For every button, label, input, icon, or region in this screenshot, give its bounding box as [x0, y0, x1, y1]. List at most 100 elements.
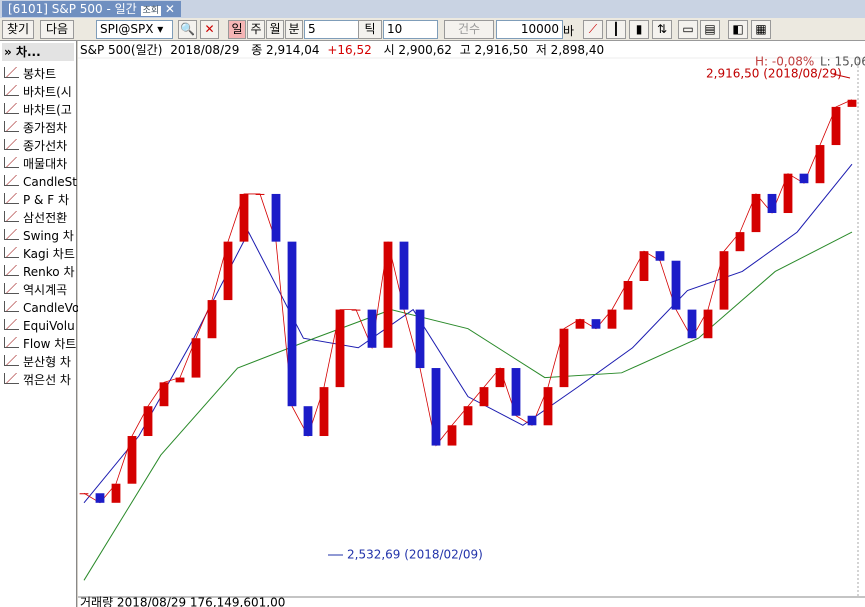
symbol-select[interactable]: SPI@SPX ▾: [96, 20, 173, 39]
period-button[interactable]: 주: [247, 20, 265, 39]
item-label: 꺾은선 차: [23, 373, 71, 387]
item-label: 역시계곡: [23, 283, 68, 297]
tool-button[interactable]: ▭: [678, 20, 698, 39]
header-name: S&P 500(일간): [80, 43, 162, 57]
tick-value: 10: [387, 22, 403, 36]
sidebar-item[interactable]: P & F 차: [4, 191, 69, 209]
sidebar-item[interactable]: 종가선차: [4, 137, 67, 155]
min-label: 2,532,69 (2018/02/09): [347, 548, 483, 562]
candle: [415, 309, 425, 369]
candle: [287, 241, 297, 407]
window-tab[interactable]: [6101] S&P 500 - 일간 조회 ✕: [2, 1, 181, 17]
tool-button[interactable]: ◧: [728, 20, 748, 39]
chart-icon: [4, 175, 19, 186]
sidebar-item[interactable]: Kagi 차트: [4, 245, 75, 263]
item-label: EquiVolu: [23, 319, 75, 333]
chart-icon: [4, 103, 19, 114]
tick-button[interactable]: 틱: [358, 20, 382, 39]
tool-button[interactable]: ⇅: [652, 20, 672, 39]
sidebar-header[interactable]: » 차...: [2, 43, 74, 61]
candle: [351, 309, 361, 311]
sidebar-item[interactable]: Swing 차: [4, 227, 74, 245]
symbol: SPI@SPX: [100, 22, 154, 36]
tool-button[interactable]: ▤: [700, 20, 720, 39]
candle: [815, 145, 825, 184]
candle: [495, 368, 505, 388]
chart-icon: [4, 265, 19, 276]
chart-icon: [4, 229, 19, 240]
candle: [431, 368, 441, 446]
tab-badge[interactable]: 조회: [140, 6, 162, 16]
candle: [831, 106, 841, 146]
sidebar-item[interactable]: Flow 차트: [4, 335, 76, 353]
candle: [239, 193, 249, 242]
tool-button[interactable]: ⟋: [583, 20, 603, 39]
candle: [671, 260, 681, 310]
item-label: 종가점차: [23, 121, 68, 135]
sidebar-item[interactable]: 종가점차: [4, 119, 67, 137]
tool-button[interactable]: ┃: [606, 20, 626, 39]
candle: [703, 309, 713, 339]
max-label: 2,916,50 (2018/08/29): [706, 67, 842, 81]
candle: [319, 387, 329, 437]
candle: [175, 377, 185, 383]
chart: S&P 500(일간) 2018/08/29 종 2,914,04 +16,52…: [78, 41, 865, 607]
candle: [383, 241, 393, 348]
candle: [191, 338, 201, 378]
candle: [511, 368, 521, 416]
sidebar-item[interactable]: 역시계곡: [4, 281, 67, 299]
header-low: 저 2,898,40: [536, 43, 604, 57]
sidebar-item[interactable]: EquiVolu: [4, 317, 75, 335]
search-button[interactable]: 🔍: [178, 20, 197, 39]
candle: [575, 319, 585, 329]
next-button[interactable]: 다음: [40, 20, 74, 39]
item-label: 분산형 차: [23, 355, 71, 369]
chart-icon: [4, 301, 19, 312]
item-label: 바차트(고: [23, 103, 72, 117]
period-button[interactable]: 월: [266, 20, 284, 39]
sidebar-item[interactable]: Renko 차: [4, 263, 75, 281]
find-button[interactable]: 찾기: [2, 20, 34, 39]
item-label: CandleSt: [23, 175, 77, 189]
chart-icon: [4, 319, 19, 330]
minute-select[interactable]: 5: [304, 20, 359, 39]
candle: [127, 436, 137, 484]
sidebar-item[interactable]: 봉차트: [4, 65, 56, 83]
tool-button[interactable]: ▮: [629, 20, 649, 39]
candle: [79, 493, 89, 495]
candle: [95, 493, 105, 503]
sidebar-item[interactable]: 분산형 차: [4, 353, 71, 371]
period-button[interactable]: 분: [285, 20, 303, 39]
header-line: S&P 500(일간) 2018/08/29 종 2,914,04 +16,52…: [80, 43, 604, 57]
count-select[interactable]: 건수: [444, 20, 494, 39]
sidebar-item[interactable]: 삼선전환: [4, 209, 67, 227]
candle: [447, 425, 457, 446]
tick-select[interactable]: 10: [383, 20, 438, 39]
volume-label: 거래량 2018/08/29 176,149,601,00: [80, 596, 285, 607]
candle: [751, 193, 761, 233]
item-label: 매물대차: [23, 157, 68, 171]
chart-icon: [4, 355, 19, 366]
candle: [655, 251, 665, 261]
sidebar-item[interactable]: 바차트(고: [4, 101, 72, 119]
candle: [335, 309, 345, 388]
candle: [111, 483, 121, 503]
clear-button[interactable]: ✕: [200, 20, 219, 39]
period-button[interactable]: 일: [228, 20, 246, 39]
sidebar-item[interactable]: CandleVo: [4, 299, 79, 317]
candle: [143, 406, 153, 437]
plot-background: [78, 41, 865, 607]
count-input[interactable]: 10000: [496, 20, 563, 39]
item-label: Renko 차: [23, 265, 75, 279]
tool-button[interactable]: ▦: [751, 20, 771, 39]
sidebar-item[interactable]: 매물대차: [4, 155, 67, 173]
item-label: 삼선전환: [23, 211, 68, 225]
candle: [463, 406, 473, 426]
item-label: Kagi 차트: [23, 247, 75, 261]
header-date: 2018/08/29: [170, 43, 239, 57]
sidebar-item[interactable]: 바차트(시: [4, 83, 72, 101]
sidebar-item[interactable]: 꺾은선 차: [4, 371, 71, 389]
sidebar-item[interactable]: CandleSt: [4, 173, 77, 191]
candle: [159, 382, 169, 407]
